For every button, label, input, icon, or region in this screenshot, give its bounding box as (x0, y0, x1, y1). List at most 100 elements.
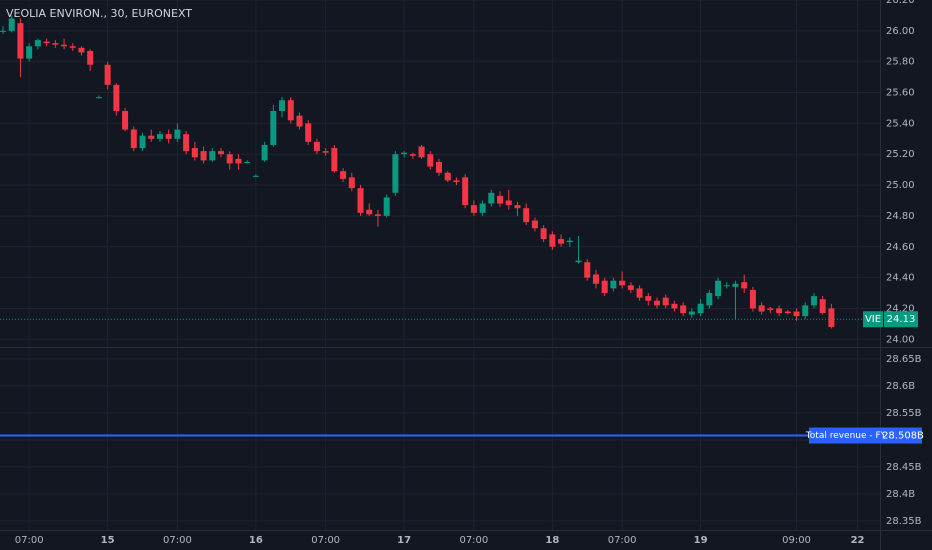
candle-body (497, 195, 504, 204)
candle-body (43, 41, 50, 44)
candle-body (374, 214, 381, 216)
candle-body (191, 148, 198, 158)
x-tick-label: 18 (545, 535, 559, 546)
candle-body (662, 297, 669, 306)
candle-body (749, 289, 756, 309)
candle-body (462, 177, 469, 206)
candle-body (313, 141, 320, 152)
symbol-badge (863, 311, 883, 328)
candle-body (793, 311, 800, 317)
candle-body (95, 97, 102, 99)
candle-body (688, 311, 695, 315)
candle-body (305, 123, 312, 142)
candle-body (244, 161, 251, 163)
candle-body (619, 280, 626, 286)
candle-body (531, 220, 538, 229)
candle-body (165, 134, 172, 139)
candle-body (226, 154, 233, 164)
y-tick-label: 24.60 (886, 242, 915, 253)
candle-body (78, 47, 85, 53)
candle-body (427, 154, 434, 167)
y-tick-label: 24.40 (886, 273, 915, 284)
y-tick-label: 28.45B (886, 462, 922, 473)
candle-body (436, 161, 442, 173)
candle-body (453, 180, 460, 182)
candle-body (287, 100, 294, 121)
series-badge (809, 427, 884, 444)
candle-body (130, 129, 137, 149)
candle-body (218, 151, 224, 155)
candle-body (392, 154, 399, 193)
y-tick-label: 28.6B (886, 381, 915, 392)
candle-body (104, 64, 111, 85)
x-tick-label: 19 (694, 535, 708, 546)
candle-body (17, 23, 24, 59)
candle-body (758, 305, 765, 312)
x-tick-label: 09:00 (782, 535, 811, 546)
candle-body (156, 134, 163, 139)
candle-body (636, 288, 643, 298)
candle-body (409, 154, 416, 156)
candle-body (418, 146, 425, 158)
candle-body (270, 111, 277, 145)
candle-body (279, 100, 286, 112)
candle-body (401, 152, 408, 155)
candle-body (819, 299, 826, 314)
candle-body (732, 283, 739, 287)
value-label: 28.508B (882, 431, 924, 442)
candle-body (61, 44, 68, 47)
candle-body (479, 203, 486, 213)
price-badge (884, 311, 918, 328)
series-name: Total revenue - FY (805, 431, 887, 441)
candle-body (357, 188, 364, 213)
candle-body (584, 262, 591, 278)
candle-body (784, 311, 791, 314)
symbol-label: VIE (865, 314, 881, 325)
candle-body (601, 280, 608, 294)
candle-body (627, 285, 634, 290)
candle-body (592, 274, 599, 284)
candle-body (540, 228, 547, 240)
candle-body (610, 280, 617, 289)
candle-body (706, 293, 713, 306)
candle-body (828, 308, 835, 327)
y-tick-label: 24.80 (886, 211, 915, 222)
candle-body (523, 208, 530, 223)
candle-body (348, 177, 355, 189)
x-tick-label: 07:00 (163, 535, 192, 546)
candle-body (566, 240, 573, 243)
y-tick-label: 25.00 (886, 180, 915, 191)
y-tick-label: 28.35B (886, 516, 922, 527)
candle-body (174, 129, 181, 139)
x-tick-label: 16 (249, 535, 263, 546)
candle-body (340, 171, 347, 179)
y-tick-label: 26.00 (886, 26, 915, 37)
candle-body (52, 43, 59, 45)
candle-body (680, 305, 687, 314)
candle-body (654, 300, 660, 306)
candle-body (366, 209, 373, 215)
x-tick-label: 07:00 (459, 535, 488, 546)
candle-body (113, 84, 120, 112)
y-tick-label: 28.4B (886, 489, 915, 500)
x-tick-label: 07:00 (311, 535, 340, 546)
y-tick-label: 25.60 (886, 88, 915, 99)
candle-body (802, 305, 809, 317)
candle-body (322, 151, 329, 153)
candle-body (0, 30, 6, 32)
candle-body (331, 148, 338, 172)
candle-body (296, 115, 303, 127)
x-tick-label: 17 (397, 535, 411, 546)
y-tick-label: 24.00 (886, 334, 915, 345)
candle-body (575, 260, 582, 263)
candle-body (767, 308, 774, 310)
labels: 24.00 24.20 24.40 24.60 24.80 25.00 25.20 25.40… (15, 0, 924, 546)
candle-body (235, 158, 242, 164)
candle-body (470, 205, 477, 213)
value-badge (884, 427, 922, 444)
x-tick-label: 15 (101, 535, 115, 546)
candle-body (444, 172, 451, 181)
y-tick-label: 25.20 (886, 149, 915, 160)
candle-body (715, 280, 722, 297)
